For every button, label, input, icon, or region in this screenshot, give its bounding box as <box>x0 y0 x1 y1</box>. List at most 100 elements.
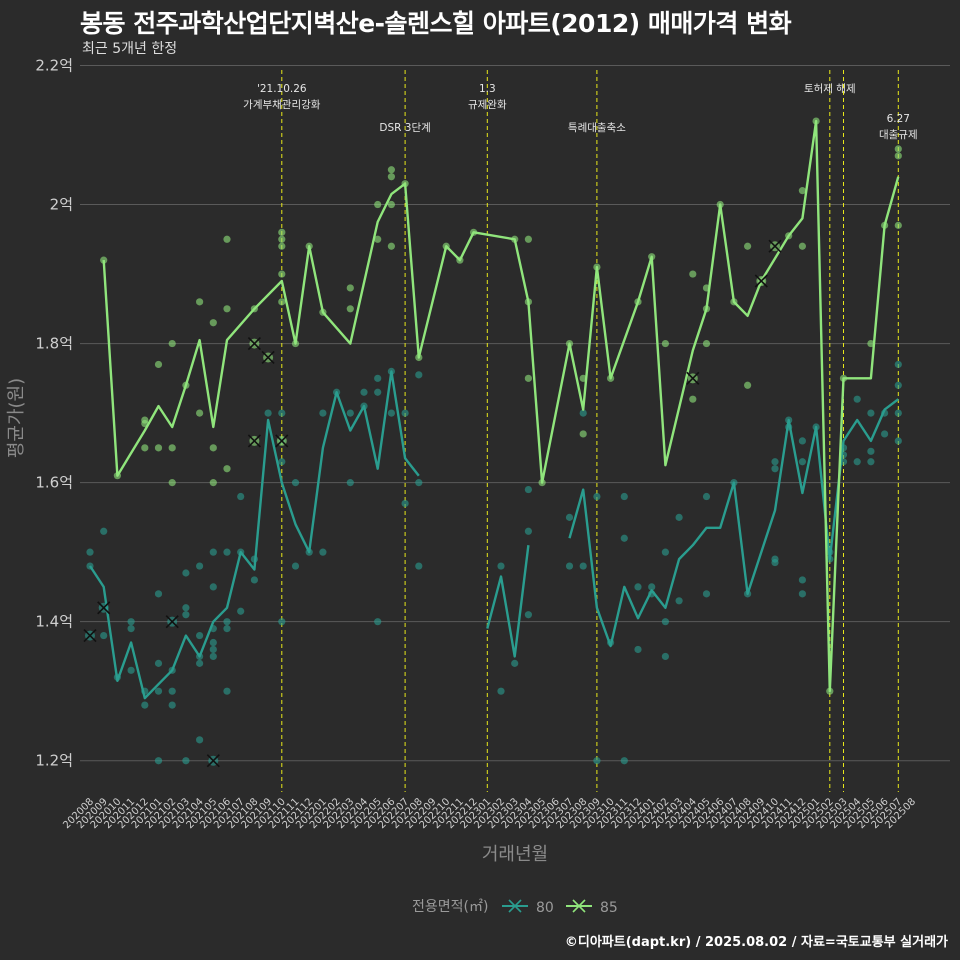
data-point-80 <box>702 492 711 501</box>
data-point-80 <box>511 659 519 667</box>
y-tick-label: 1.8억 <box>35 335 73 353</box>
data-point-85 <box>744 242 752 250</box>
x-marker-85 <box>686 371 700 385</box>
data-point-80 <box>223 625 231 633</box>
data-point-85 <box>168 339 176 348</box>
data-point-80 <box>867 409 875 417</box>
y-tick-label: 1.6억 <box>35 474 73 492</box>
data-point-80 <box>346 409 354 417</box>
event-label: '21.10.26 가계부채관리강화 <box>243 83 321 111</box>
data-point-85 <box>894 152 902 160</box>
data-point-80 <box>881 430 889 438</box>
data-point-85 <box>894 221 902 229</box>
data-point-80 <box>565 513 574 521</box>
x-marker-85 <box>247 337 261 351</box>
y-tick-label: 2.2억 <box>35 56 73 74</box>
data-point-80 <box>209 652 217 661</box>
data-point-85 <box>154 360 163 369</box>
series-line-80 <box>486 545 530 658</box>
data-point-85 <box>278 270 286 278</box>
data-point-80 <box>127 625 135 633</box>
data-point-85 <box>196 409 204 417</box>
data-point-80 <box>798 458 807 466</box>
y-tick-label: 1.4억 <box>35 613 73 631</box>
data-point-80 <box>154 659 163 667</box>
data-point-80 <box>264 409 272 417</box>
y-tick-label: 1.2억 <box>35 752 73 770</box>
data-point-80 <box>346 479 354 487</box>
x-axis-ticks: 2020082020092020102020112020122021012021… <box>61 796 918 831</box>
x-marker-85 <box>275 434 289 448</box>
credit-text: ©디아파트(dapt.kr) / 2025.08.02 / 자료=국토교통부 실… <box>564 935 948 950</box>
data-point-80 <box>223 618 231 626</box>
data-point-85 <box>278 242 286 250</box>
data-point-80 <box>675 513 683 521</box>
data-point-85 <box>141 444 149 452</box>
data-point-80 <box>374 618 382 626</box>
x-marker-85 <box>247 434 261 448</box>
data-point-85 <box>524 374 533 382</box>
data-point-80 <box>771 555 779 563</box>
x-marker-85 <box>261 350 275 365</box>
x-axis-label: 거래년월 <box>482 844 548 865</box>
data-point-80 <box>278 618 286 626</box>
data-point-80 <box>291 562 300 570</box>
data-point-85 <box>209 319 217 327</box>
data-point-80 <box>867 447 875 455</box>
legend-title: 전용면적(㎡) <box>412 899 488 915</box>
data-point-85 <box>209 479 217 487</box>
data-point-85 <box>223 305 231 313</box>
data-point-80 <box>168 687 176 695</box>
series-line-85 <box>102 119 900 693</box>
data-point-85 <box>374 200 382 209</box>
data-point-80 <box>291 479 300 487</box>
data-point-80 <box>771 458 779 466</box>
data-point-85 <box>154 444 163 452</box>
event-label: 1.3 규제완화 <box>468 83 507 111</box>
x-marker-85 <box>768 239 782 253</box>
data-point-80 <box>894 409 902 417</box>
data-point-85 <box>278 235 286 243</box>
data-point-80 <box>798 576 807 584</box>
data-point-80 <box>497 562 505 570</box>
data-point-85 <box>579 430 587 438</box>
x-marker-80 <box>97 601 111 615</box>
data-point-80 <box>661 618 670 626</box>
grid-lines <box>80 64 950 762</box>
y-axis-label: 평균가(원) <box>6 378 27 458</box>
data-point-80 <box>86 548 94 556</box>
data-point-80 <box>374 388 382 396</box>
data-points <box>86 117 902 765</box>
data-point-80 <box>127 666 135 674</box>
data-point-80 <box>168 701 176 709</box>
data-point-80 <box>278 458 286 466</box>
data-point-80 <box>661 548 670 556</box>
data-point-80 <box>565 562 574 570</box>
data-point-80 <box>401 409 409 417</box>
data-point-85 <box>798 187 807 195</box>
series-line-80 <box>88 370 420 700</box>
data-point-85 <box>894 145 902 153</box>
data-point-80 <box>648 583 656 591</box>
data-point-85 <box>374 235 382 243</box>
data-point-80 <box>415 479 423 487</box>
data-point-85 <box>278 298 286 306</box>
data-point-80 <box>182 757 190 765</box>
data-point-80 <box>141 701 149 709</box>
event-label: 6.27 대출규제 <box>879 113 918 141</box>
data-point-80 <box>196 659 204 667</box>
legend-swatch-x <box>508 899 522 913</box>
data-point-80 <box>634 583 642 591</box>
data-point-85 <box>798 242 807 250</box>
data-point-85 <box>196 298 204 306</box>
series-line-80 <box>568 398 900 648</box>
data-point-85 <box>168 444 176 452</box>
data-point-80 <box>196 736 204 744</box>
data-point-85 <box>223 465 231 473</box>
chart-subtitle: 최근 5개년 한정 <box>82 41 178 57</box>
x-markers <box>83 239 782 768</box>
data-point-80 <box>894 381 902 389</box>
series-lines <box>88 119 900 700</box>
data-point-80 <box>675 597 683 605</box>
data-point-80 <box>278 409 286 417</box>
